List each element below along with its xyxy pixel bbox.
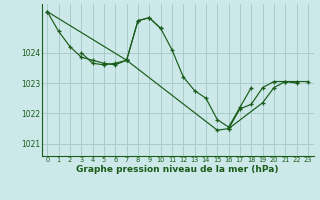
X-axis label: Graphe pression niveau de la mer (hPa): Graphe pression niveau de la mer (hPa) [76, 165, 279, 174]
